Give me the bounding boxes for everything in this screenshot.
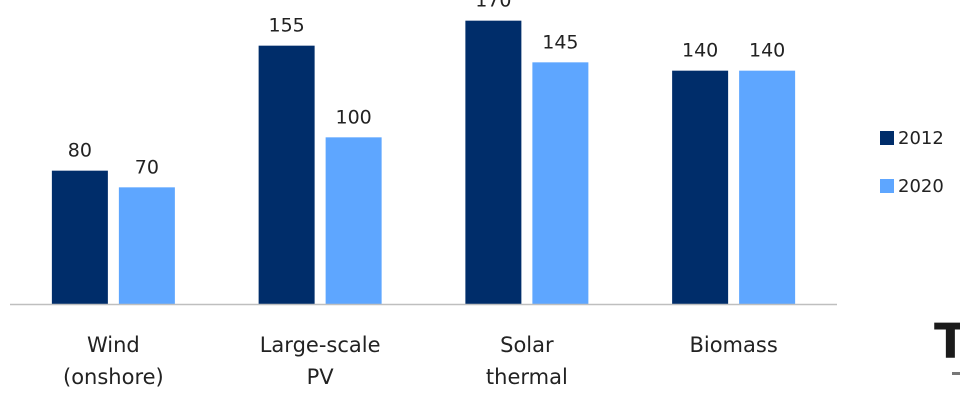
bar-2020-0: [118, 187, 175, 304]
data-label-2012-0: 80: [68, 140, 92, 162]
data-label-2012-2: 170: [475, 0, 511, 12]
logo-subtext-fragment: [952, 372, 960, 375]
legend: 2012 2020: [880, 128, 944, 224]
data-label-2020-1: 100: [335, 106, 371, 128]
data-label-2020-3: 140: [749, 40, 785, 62]
bar-2012-2: [465, 20, 522, 305]
category-label-1-0: Large-scale: [260, 333, 381, 357]
category-label-0-0: Wind: [87, 333, 140, 357]
category-label-2-1: thermal: [486, 365, 568, 389]
data-label-2020-2: 145: [542, 31, 578, 53]
logo-fragment: T: [934, 314, 960, 370]
category-label-2-0: Solar: [500, 333, 554, 357]
legend-item-2012: 2012: [880, 127, 944, 149]
bar-2012-3: [672, 70, 729, 305]
category-label-0-1: (onshore): [63, 365, 164, 389]
legend-label-2020: 2020: [898, 175, 944, 197]
category-label-1-1: PV: [307, 365, 335, 389]
bar-2020-2: [532, 62, 589, 305]
legend-swatch-2012: [880, 131, 894, 145]
bar-2012-0: [51, 170, 108, 304]
bar-2020-3: [739, 70, 796, 305]
bar-2020-1: [325, 137, 382, 304]
legend-item-2020: 2020: [880, 175, 944, 197]
data-label-2020-0: 70: [135, 156, 159, 178]
data-label-2012-3: 140: [682, 40, 718, 62]
category-label-3-0: Biomass: [689, 333, 777, 357]
legend-swatch-2020: [880, 179, 894, 193]
legend-label-2012: 2012: [898, 127, 944, 149]
bar-2012-1: [258, 45, 315, 305]
data-label-2012-1: 155: [268, 15, 304, 37]
